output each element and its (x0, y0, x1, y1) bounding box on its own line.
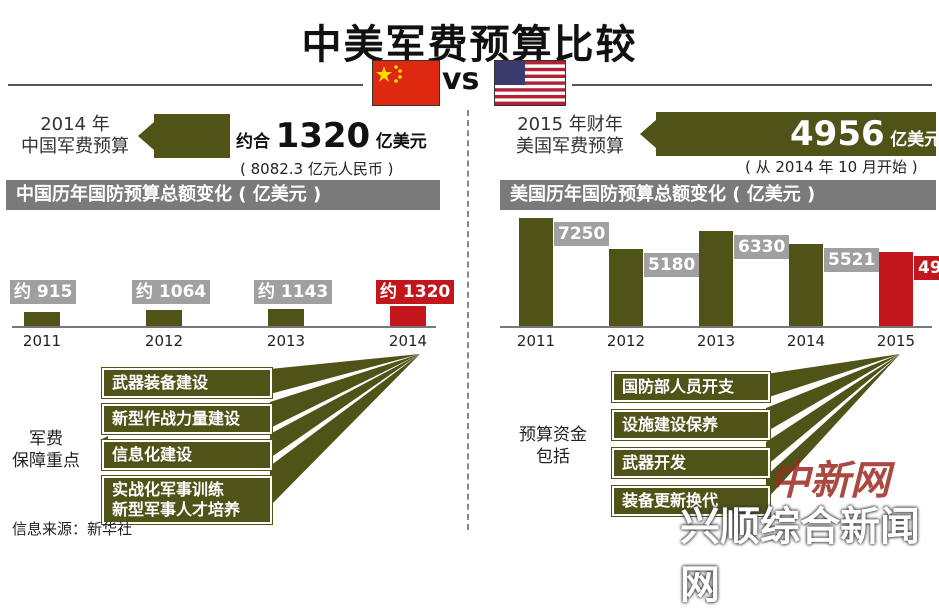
usa-budget-value: 4956 亿美元 (790, 114, 939, 154)
data-label-2011: 约 915 (10, 280, 77, 304)
usa-budget-note: ( 从 2014 年 10 月开始 ) (745, 158, 918, 176)
usa-priority-connector (766, 354, 900, 500)
usa-budget-arrow (640, 112, 936, 156)
page-title: 中美军费预算比较 (301, 22, 638, 68)
priority-item: 武器开发 (612, 448, 770, 478)
data-label-2013: 约 1143 (254, 280, 333, 304)
bar-2014 (390, 306, 426, 326)
data-label-2014: 5521 (824, 247, 880, 272)
china-priority-title: 军费 保障重点 (12, 429, 80, 471)
usa-x-axis (500, 326, 932, 328)
tick-label-2012: 2012 (606, 332, 646, 350)
header-rule-left (8, 84, 363, 86)
tick-label-2012: 2012 (144, 332, 184, 350)
tick-label-2013: 2013 (696, 332, 736, 350)
bar-2012 (146, 310, 182, 326)
china-priority-list: 武器装备建设新型作战力量建设 信息化建设实战化军事训练 新型军事人才培养 (102, 368, 272, 530)
bar-2012 (609, 248, 643, 326)
bar-2013 (268, 308, 304, 326)
tick-label-2011: 2011 (516, 332, 556, 350)
bar-2011 (24, 312, 60, 326)
priority-item: 国防部人员开支 (612, 372, 770, 402)
priority-item: 新型作战力量建设 (102, 404, 272, 434)
watermark-overlay: 兴顺综合新闻网 (680, 504, 920, 608)
source-note: 信息来源：新华社 (12, 520, 133, 538)
priority-item: 实战化军事训练 新型军事人才培养 (102, 476, 272, 524)
china-budget-note: ( 8082.3 亿元人民币 ) (240, 160, 394, 178)
data-label-2013: 6330 (734, 235, 790, 260)
china-budget-value: 约合 1320 亿美元 (236, 116, 427, 156)
bar-2011 (519, 217, 553, 326)
priority-item-text: 新型军事人才培养 (112, 500, 241, 519)
usa-budget-label: 2015 年财年 美国军费预算 (516, 114, 624, 157)
priority-item: 装备更新换代 (612, 486, 770, 516)
data-label-2015: 4956 (914, 255, 939, 280)
tick-label-2014: 2014 (388, 332, 428, 350)
china-flag-icon (372, 60, 440, 106)
data-label-2011: 7250 (554, 221, 610, 246)
china-budget-label: 2014 年 中国军费预算 (21, 114, 129, 157)
data-label-2014: 约 1320 (376, 280, 455, 304)
bar-2015 (879, 251, 913, 326)
china-budget-arrow (138, 114, 230, 158)
usa-priority-title: 预算资金 包括 (519, 425, 587, 467)
tick-label-2015: 2015 (876, 332, 916, 350)
column-divider (467, 110, 469, 530)
usa-section-title: 美国历年国防预算总额变化 ( 亿美元 ) (500, 180, 936, 210)
watermark-logo: 中新网 (770, 457, 890, 504)
priority-item-text: 信息化建设 (112, 445, 193, 464)
priority-item: 设施建设保养 (612, 410, 770, 440)
china-x-axis (12, 326, 436, 328)
china-section-title: 中国历年国防预算总额变化 ( 亿美元 ) (6, 180, 440, 210)
vs-label: vs (442, 62, 480, 97)
tick-label-2014: 2014 (786, 332, 826, 350)
china-bar-chart: 约 915 2011 约 1064 2012 约 1143 2013 约 1320 2014 (0, 210, 468, 360)
usa-priority-list: 国防部人员开支 设施建设保养 武器开发装备更新换代 (612, 372, 770, 524)
tick-label-2011: 2011 (22, 332, 62, 350)
usa-flag-icon (494, 60, 566, 106)
priority-item-text: 新型作战力量建设 (112, 409, 241, 428)
priority-item: 信息化建设 (102, 440, 272, 470)
header-rule-right (572, 84, 932, 86)
usa-bar-chart: 7250 2011 5180 2012 6330 2013 5521 2014 4956 2015 (468, 210, 939, 360)
priority-item-text: 实战化军事训练 (112, 480, 225, 499)
priority-item: 武器装备建设 (102, 368, 272, 398)
data-label-2012: 5180 (644, 252, 700, 277)
bar-2014 (789, 243, 823, 326)
priority-item-text: 武器装备建设 (112, 373, 209, 392)
bar-2013 (699, 231, 733, 326)
data-label-2012: 约 1064 (132, 280, 211, 304)
china-priority-connector (100, 354, 420, 506)
tick-label-2013: 2013 (266, 332, 306, 350)
